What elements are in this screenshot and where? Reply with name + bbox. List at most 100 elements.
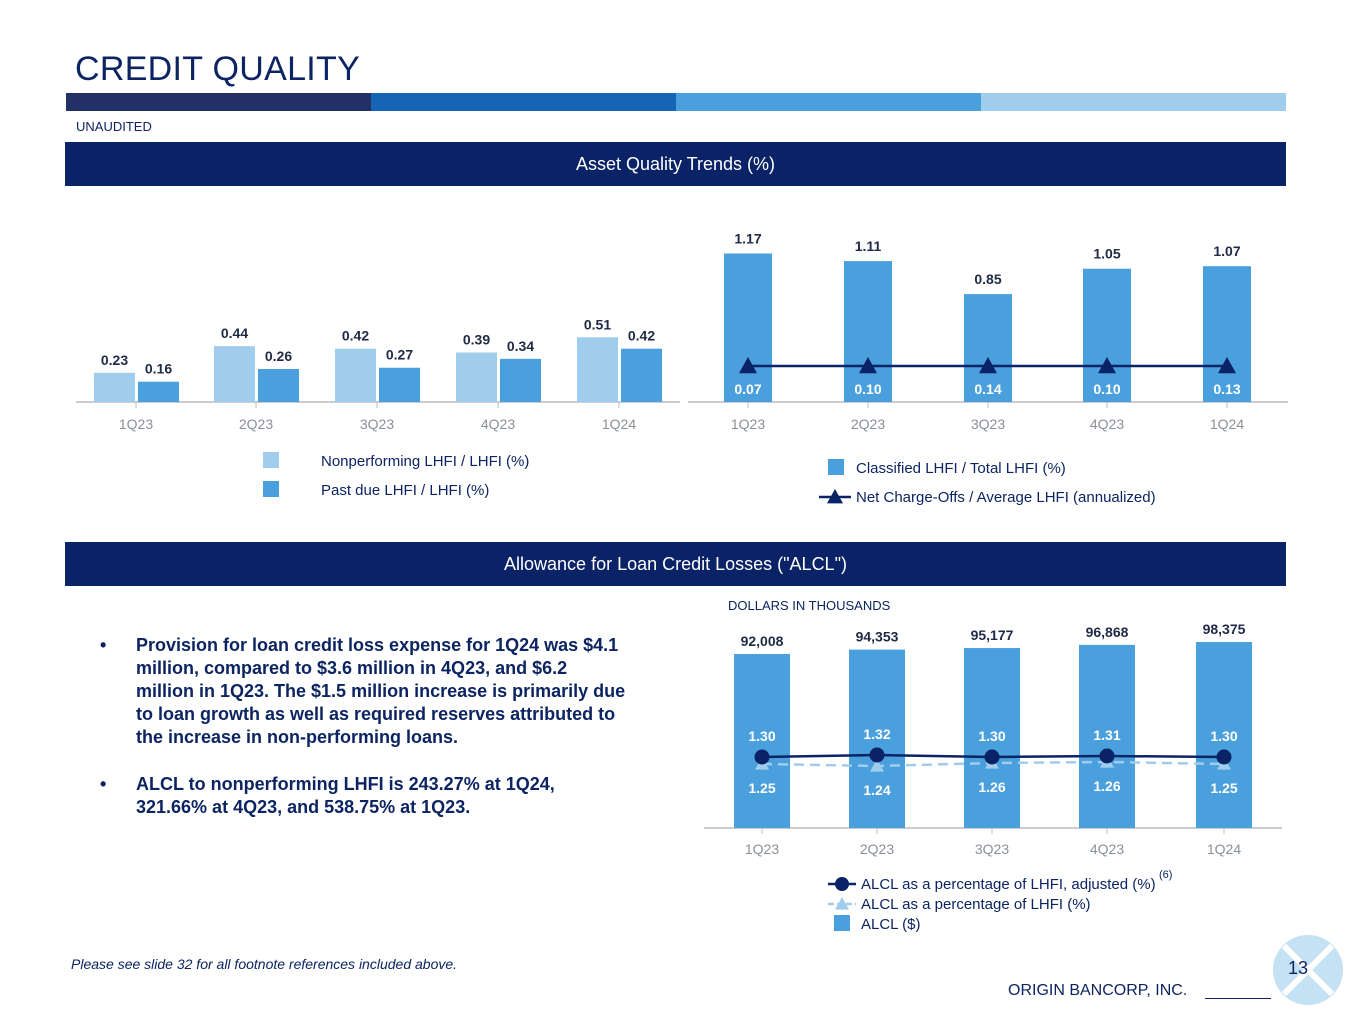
past-due-bar-label: 0.27: [386, 347, 413, 363]
net-charge-off-label: 0.07: [734, 381, 761, 397]
net-charge-off-marker: [1218, 357, 1236, 374]
past-due-bar: [621, 348, 662, 402]
alcl-adjusted-marker: [754, 749, 770, 765]
alcl-bar-label: 98,375: [1203, 621, 1246, 637]
aq-right-tick-label: 1Q24: [1210, 416, 1244, 432]
nonperforming-bar: [456, 352, 497, 402]
legend-pct-marker: [835, 897, 849, 910]
nonperforming-bar: [214, 346, 255, 402]
nonperforming-bar: [577, 337, 618, 402]
classified-bar: [724, 253, 772, 402]
legend-nonperforming-label: Nonperforming LHFI / LHFI (%): [321, 453, 529, 470]
accent-segment-light-blue: [981, 93, 1286, 111]
classified-bar-label: 1.17: [734, 231, 761, 247]
legend-adjusted-label: ALCL as a percentage of LHFI, adjusted (…: [861, 876, 1156, 893]
legend-past-due-label: Past due LHFI / LHFI (%): [321, 482, 489, 499]
nonperforming-bar-label: 0.51: [584, 316, 611, 332]
accent-segment-dark-blue: [371, 93, 676, 111]
past-due-bar-label: 0.42: [628, 328, 655, 344]
aq-left-tick-label: 1Q23: [119, 416, 153, 432]
past-due-bar-label: 0.26: [265, 348, 292, 364]
classified-bar-label: 1.07: [1213, 243, 1240, 259]
legend-nco-marker: [827, 489, 843, 504]
alcl-adjusted-label: 1.32: [863, 726, 890, 742]
alcl-adjusted-marker: [984, 749, 1000, 765]
past-due-bar: [138, 381, 179, 402]
alcl-pct-marker: [870, 759, 884, 772]
alcl-pct-label: 1.24: [863, 782, 890, 798]
accent-segment-mid-blue: [676, 93, 981, 111]
alcl-adjusted-marker: [1099, 748, 1115, 764]
classified-bar-label: 1.05: [1093, 246, 1120, 262]
net-charge-off-label: 0.13: [1213, 381, 1240, 397]
alcl-tick-label: 2Q23: [860, 841, 894, 857]
bullet-alcl-ratio: • ALCL to nonperforming LHFI is 243.27% a…: [100, 773, 630, 819]
nonperforming-bar-label: 0.42: [342, 328, 369, 344]
company-underline: [1205, 998, 1271, 999]
alcl-bar-label: 94,353: [856, 629, 899, 645]
aq-right-tick-label: 1Q23: [731, 416, 765, 432]
alcl-adjusted-label: 1.30: [1210, 728, 1237, 744]
alcl-pct-label: 1.26: [978, 779, 1005, 795]
classified-bar-label: 1.11: [855, 238, 882, 254]
classified-bar: [844, 261, 892, 402]
past-due-bar-label: 0.34: [507, 338, 534, 354]
past-due-bar: [500, 358, 541, 402]
aq-left-tick-label: 2Q23: [239, 416, 273, 432]
bullet-text: Provision for loan credit loss expense f…: [136, 635, 626, 747]
footnote-reference: Please see slide 32 for all footnote ref…: [71, 956, 458, 972]
alcl-bar-label: 96,868: [1086, 624, 1129, 640]
alcl-bar-label: 95,177: [971, 627, 1014, 643]
aq-left-tick-label: 4Q23: [481, 416, 515, 432]
aq-right-tick-label: 2Q23: [851, 416, 885, 432]
alcl-tick-label: 1Q23: [745, 841, 779, 857]
alcl-bar: [849, 649, 905, 828]
net-charge-off-marker: [979, 357, 997, 374]
legend-adjusted-marker: [835, 877, 849, 891]
alcl-adjusted-label: 1.30: [978, 728, 1005, 744]
aq-right-tick-label: 3Q23: [971, 416, 1005, 432]
net-charge-off-label: 0.10: [854, 381, 881, 397]
past-due-bar: [379, 367, 420, 402]
alcl-bar: [1196, 642, 1252, 828]
alcl-adjusted-marker: [1216, 749, 1232, 765]
past-due-bar-label: 0.16: [145, 361, 172, 377]
nonperforming-bar: [335, 348, 376, 402]
nonperforming-bar-label: 0.39: [463, 332, 490, 348]
bullet-provision: • Provision for loan credit loss expense …: [100, 634, 630, 749]
legend-nco-label: Net Charge-Offs / Average LHFI (annualiz…: [856, 489, 1156, 506]
alcl-adjusted-label: 1.30: [748, 728, 775, 744]
nonperforming-bar-label: 0.44: [221, 325, 248, 341]
legend-adjusted-footnote: (6): [1159, 869, 1172, 881]
legend-past-due-swatch: [263, 481, 279, 497]
alcl-pct-label: 1.26: [1093, 778, 1120, 794]
logo-badge-icon: [1273, 935, 1343, 1005]
alcl-tick-label: 4Q23: [1090, 841, 1124, 857]
alcl-bar-label: 92,008: [741, 633, 784, 649]
legend-classified-swatch: [828, 459, 844, 475]
company-name: ORIGIN BANCORP, INC.: [1008, 982, 1188, 999]
bullet-text: ALCL to nonperforming LHFI is 243.27% at…: [136, 774, 555, 817]
legend-alcl-label: ALCL ($): [861, 916, 920, 933]
net-charge-off-label: 0.10: [1093, 381, 1120, 397]
aq-right-tick-label: 4Q23: [1090, 416, 1124, 432]
classified-bar-label: 0.85: [974, 271, 1001, 287]
legend-classified-label: Classified LHFI / Total LHFI (%): [856, 460, 1066, 477]
alcl-unit-label: DOLLARS IN THOUSANDS: [728, 598, 891, 613]
net-charge-off-marker: [859, 357, 877, 374]
classified-bar: [1083, 268, 1131, 402]
aq-left-tick-label: 3Q23: [360, 416, 394, 432]
net-charge-off-label: 0.14: [974, 381, 1001, 397]
net-charge-off-marker: [1098, 357, 1116, 374]
bullet-marker: •: [100, 774, 107, 794]
asset-quality-chart: 1Q23 0.23 0.16 2Q23 0.44 0.26 3Q23 0.42 0.27 4Q23…: [76, 231, 1288, 506]
aq-left-tick-label: 1Q24: [602, 416, 636, 432]
legend-nonperforming-swatch: [263, 452, 279, 468]
accent-bar: [66, 93, 1286, 111]
past-due-bar: [258, 369, 299, 402]
accent-segment-navy: [66, 93, 371, 111]
page-number: 13: [1287, 958, 1309, 978]
bullet-marker: •: [100, 635, 107, 655]
alcl-adjusted-label: 1.31: [1093, 727, 1120, 743]
alcl-pct-label: 1.25: [748, 780, 775, 796]
